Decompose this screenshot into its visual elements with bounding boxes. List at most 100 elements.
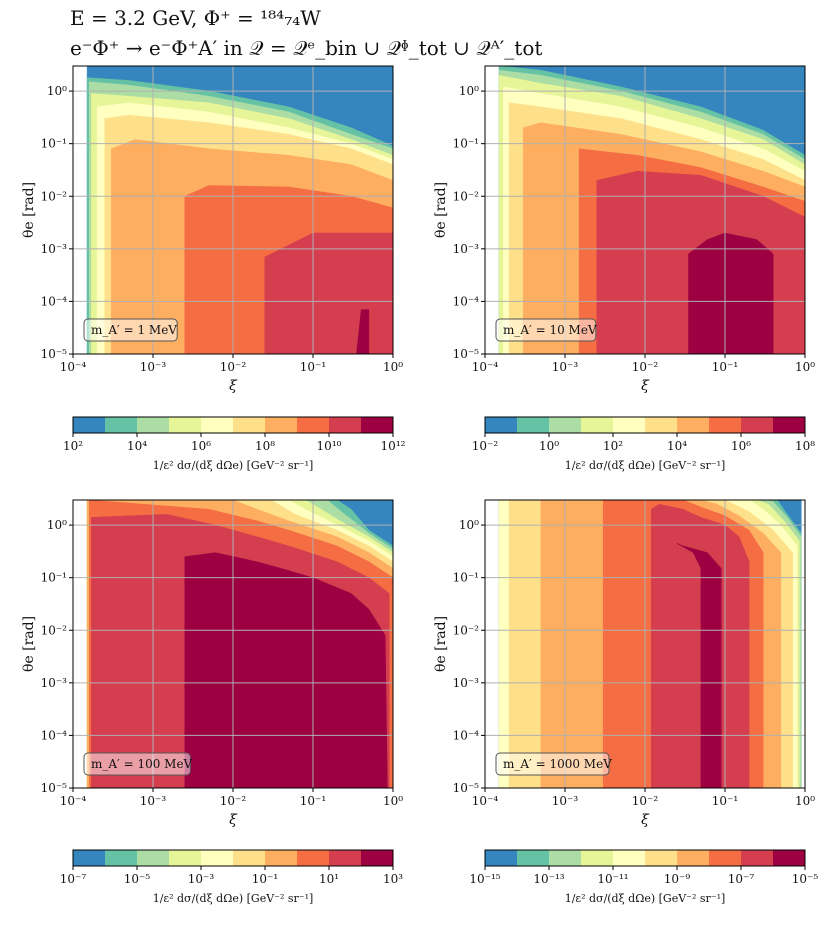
y-tick-label: 10⁻⁴ xyxy=(453,294,480,308)
colorbar-segment-1 xyxy=(105,417,138,433)
colorbar-segment-9 xyxy=(361,417,394,433)
heatmap-region-level-8 xyxy=(651,503,750,788)
y-axis-label: θe [rad] xyxy=(21,616,37,672)
colorbar-tick-label: 10² xyxy=(63,439,83,453)
mass-label-box xyxy=(83,752,191,776)
y-tick-label: 10⁻³ xyxy=(41,676,68,690)
heatmap-region-level-8 xyxy=(264,232,393,354)
heatmap-region-level-9 xyxy=(356,309,370,354)
colorbar-segment-3 xyxy=(581,417,614,433)
colorbar-label: 1/ε² dσ/(dξ dΩe) [GeV⁻² sr⁻¹] xyxy=(153,892,314,905)
grid-lines xyxy=(485,66,805,354)
y-axis-label: θe [rad] xyxy=(21,182,37,238)
x-axis-label: ξ xyxy=(641,812,650,828)
colorbar-segment-8 xyxy=(329,850,362,866)
x-tick-label: 10⁰ xyxy=(383,794,403,808)
y-tick-label: 10⁻⁴ xyxy=(41,294,68,308)
x-tick-label: 10⁰ xyxy=(795,360,815,374)
colorbar-segment-0 xyxy=(73,417,106,433)
x-tick-label: 10⁻² xyxy=(632,794,659,808)
colorbar-segment-7 xyxy=(709,417,742,433)
y-tick-label: 10⁻³ xyxy=(41,242,68,256)
colorbar-segment-6 xyxy=(265,850,298,866)
colorbar-tick-label: 10¹² xyxy=(381,439,406,453)
y-tick-label: 10⁻³ xyxy=(453,242,480,256)
chart-panel-1: 10⁻⁴ 10⁻³ 10⁻² 10⁻¹ 10⁰10⁻⁵10⁻⁴10⁻³10⁻²10⁻¹1… xyxy=(21,65,406,472)
colorbar-segment-8 xyxy=(329,417,362,433)
x-tick-label: 10⁻⁴ xyxy=(472,794,499,808)
colorbar-segment-9 xyxy=(773,850,806,866)
colorbar-segment-1 xyxy=(105,850,138,866)
x-tick-label: 10⁻² xyxy=(220,794,247,808)
colorbar-segment-2 xyxy=(137,417,170,433)
colorbar-segment-7 xyxy=(297,850,330,866)
colorbar-segment-8 xyxy=(741,417,774,433)
colorbar-segment-7 xyxy=(709,850,742,866)
colorbar-label: 1/ε² dσ/(dξ dΩe) [GeV⁻² sr⁻¹] xyxy=(565,459,726,472)
figure-title-line-2: e⁻Φ⁺ → e⁻Φ⁺A′ in 𝒬 = 𝒬ᵉ_bin ∪ 𝒬ᶲ_tot ∪ 𝒬… xyxy=(70,36,543,60)
colorbar-tick-label: 10⁻⁷ xyxy=(60,872,87,886)
colorbar-frame xyxy=(72,416,394,434)
x-tick-label: 10⁻³ xyxy=(140,794,167,808)
chart-panel-4: 10⁻⁴ 10⁻³ 10⁻² 10⁻¹ 10⁰10⁻⁵10⁻⁴10⁻³10⁻²10⁻¹1… xyxy=(433,499,819,905)
colorbar-tick-label: 10⁻⁹ xyxy=(664,872,691,886)
colorbar-segment-6 xyxy=(265,417,298,433)
y-axis-label: θe [rad] xyxy=(433,182,449,238)
x-tick-label: 10⁰ xyxy=(383,360,403,374)
y-tick-label: 10⁻¹ xyxy=(453,137,479,151)
y-axis-label: θe [rad] xyxy=(433,616,449,672)
mass-label-box xyxy=(495,752,610,776)
grid-lines xyxy=(485,500,805,788)
colorbar-segment-3 xyxy=(581,850,614,866)
y-tick-label: 10⁻¹ xyxy=(41,137,67,151)
x-tick-label: 10⁻³ xyxy=(552,794,579,808)
colorbar-tick-label: 10⁸ xyxy=(795,439,815,453)
colorbar-frame xyxy=(484,849,806,867)
mass-label: m_A′ = 100 MeV xyxy=(91,757,193,771)
colorbar-tick-label: 10⁻⁵ xyxy=(792,872,819,886)
y-tick-label: 10⁻⁵ xyxy=(41,347,68,361)
x-tick-label: 10⁻¹ xyxy=(300,794,326,808)
x-tick-label: 10⁻³ xyxy=(140,360,167,374)
colorbar-tick-label: 10⁸ xyxy=(255,439,275,453)
x-tick-label: 10⁰ xyxy=(795,794,815,808)
y-tick-label: 10⁻⁵ xyxy=(41,781,68,795)
colorbar-frame xyxy=(72,849,394,867)
mass-label-box xyxy=(495,318,597,342)
colorbar-segment-8 xyxy=(741,850,774,866)
colorbar-segment-2 xyxy=(549,417,582,433)
y-tick-label: 10⁻⁴ xyxy=(453,728,480,742)
colorbar-segment-9 xyxy=(361,850,394,866)
y-tick-label: 10⁻⁵ xyxy=(453,781,480,795)
x-axis-label: ξ xyxy=(229,812,238,828)
x-axis-label: ξ xyxy=(641,378,650,394)
x-tick-label: 10⁻¹ xyxy=(712,794,738,808)
colorbar-segment-3 xyxy=(169,850,202,866)
colorbar-segment-4 xyxy=(201,850,234,866)
colorbar-segment-1 xyxy=(517,850,550,866)
heatmap-region-level-9 xyxy=(688,232,774,354)
y-tick-label: 10⁻⁴ xyxy=(41,728,68,742)
x-tick-label: 10⁻² xyxy=(632,360,659,374)
colorbar-tick-label: 10⁻⁷ xyxy=(728,872,755,886)
y-tick-label: 10⁻¹ xyxy=(41,571,67,585)
x-tick-label: 10⁻⁴ xyxy=(60,360,87,374)
colorbar-tick-label: 10⁻² xyxy=(472,439,499,453)
colorbar-segment-3 xyxy=(169,417,202,433)
colorbar-tick-label: 10⁶ xyxy=(731,439,751,453)
colorbar-segment-5 xyxy=(645,850,678,866)
x-tick-label: 10⁻² xyxy=(220,360,247,374)
colorbar-segment-2 xyxy=(549,850,582,866)
figure-title-line-1: E = 3.2 GeV, Φ⁺ = ¹⁸⁴₇₄W xyxy=(70,6,321,30)
y-tick-label: 10⁻³ xyxy=(453,676,480,690)
colorbar-segment-4 xyxy=(613,417,646,433)
heatmap-region-level-9 xyxy=(676,543,722,788)
y-tick-label: 10⁻² xyxy=(453,623,480,637)
y-tick-label: 10⁰ xyxy=(459,518,479,532)
colorbar-segment-5 xyxy=(645,417,678,433)
y-tick-label: 10⁰ xyxy=(47,518,67,532)
x-axis-label: ξ xyxy=(229,378,238,394)
colorbar-segment-0 xyxy=(73,850,106,866)
colorbar-tick-label: 10⁻¹⁵ xyxy=(469,872,500,886)
